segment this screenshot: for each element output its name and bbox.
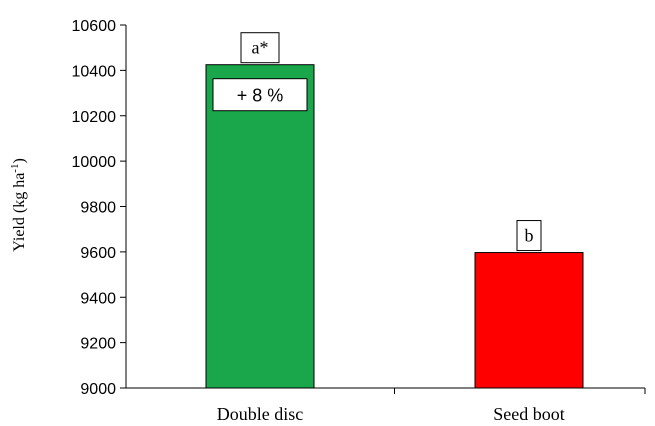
- x-axis: Double disc Seed boot: [126, 387, 646, 424]
- x-tick-label: Double disc: [217, 404, 303, 424]
- bar-seed-boot: [474, 252, 584, 389]
- annotations: a* b + 8 %: [212, 32, 542, 252]
- significance-box: [240, 32, 280, 64]
- significance-letter: a*: [252, 38, 269, 58]
- x-tick-label: Seed boot: [493, 404, 565, 424]
- y-tick-label: 9600: [80, 245, 116, 262]
- y-tick-label: 10000: [72, 154, 117, 171]
- y-axis-label: Yield (kg ha-1): [9, 158, 28, 252]
- y-axis: 9000 9200 9400 9600 9800 10000 10200 10400 10600: [72, 18, 127, 398]
- increase-label: + 8 %: [237, 86, 284, 106]
- y-tick-label: 10200: [72, 109, 117, 126]
- significance-letter: b: [525, 226, 534, 246]
- bar-double-disc: [205, 64, 315, 389]
- y-tick-label: 9400: [80, 290, 116, 307]
- significance-box: [516, 220, 542, 252]
- y-tick-label: 9000: [80, 381, 116, 398]
- y-tick-label: 10600: [72, 18, 117, 35]
- increase-label-box: [212, 78, 308, 112]
- y-tick-label: 10400: [72, 63, 117, 80]
- y-tick-label: 9800: [80, 200, 116, 217]
- bars: [205, 64, 584, 389]
- y-tick-label: 9200: [80, 336, 116, 353]
